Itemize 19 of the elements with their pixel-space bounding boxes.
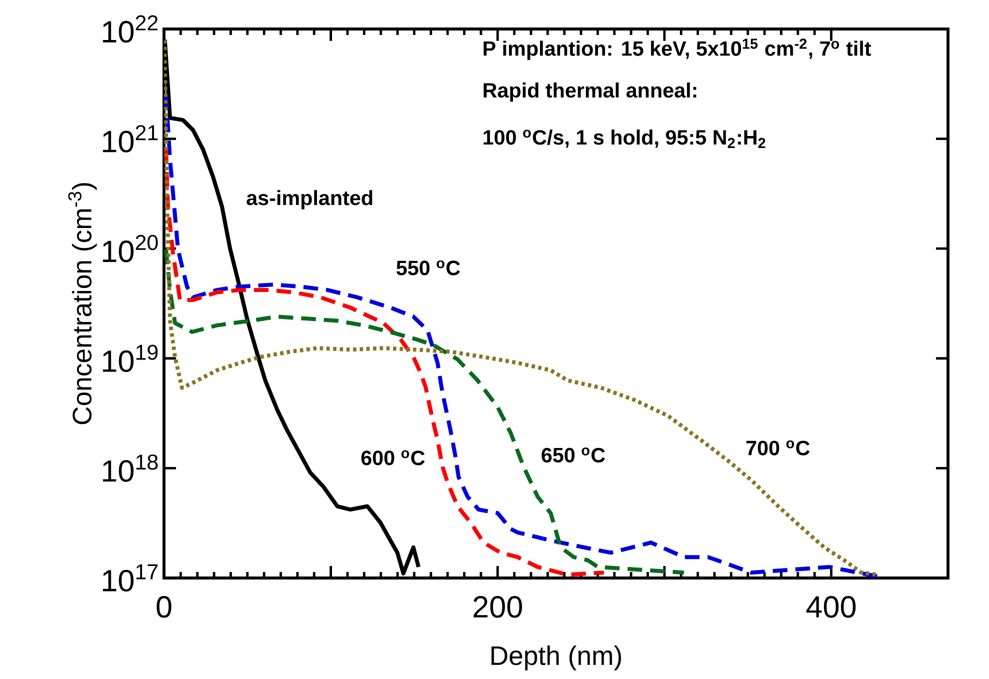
y-tick-label: 10$^{21}$ bbox=[102, 125, 158, 152]
annotation: 550 $^{o}$C bbox=[396, 260, 460, 276]
annotation: 700 $^{o}$C bbox=[746, 440, 810, 456]
y-tick-label: 10$^{17}$ bbox=[102, 564, 158, 592]
annotation: 650 $^{o}$C bbox=[542, 448, 605, 462]
y-tick-label: 10$^{18}$ bbox=[102, 454, 158, 482]
y-tick-label: 10$^{22}$ bbox=[102, 15, 158, 43]
y-tick-label: 10$^{19}$ bbox=[102, 344, 158, 372]
y-axis-title: Concentration (cm$^{-3}$) bbox=[68, 183, 97, 424]
x-axis-title: Depth (nm) bbox=[492, 646, 621, 670]
annotation: as-implanted bbox=[246, 190, 372, 210]
annotation: 600 $^{o}$C bbox=[361, 450, 425, 466]
x-tick-label: 0 bbox=[156, 596, 172, 618]
annotation: P implantion: 15 keV, 5x10$^{15}$ cm$^{-2}$, 7$^{o}$ tilt bbox=[484, 38, 872, 60]
y-tick-label: 10$^{20}$ bbox=[102, 234, 158, 262]
x-tick-label: 400 bbox=[806, 596, 856, 618]
annotation: 100 $^{o}$C/s, 1 s hold, 95:5 N$_{2}$:H$_{2}$ bbox=[484, 130, 766, 148]
annotation: Rapid thermal anneal: bbox=[484, 82, 696, 102]
x-tick-label: 200 bbox=[474, 596, 522, 618]
